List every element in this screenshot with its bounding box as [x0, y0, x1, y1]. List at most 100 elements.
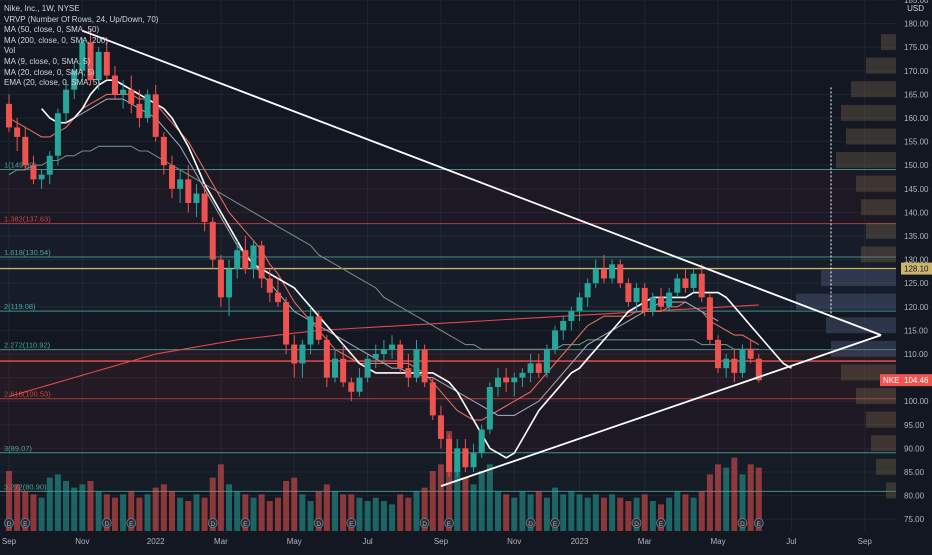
candle-body[interactable] — [486, 387, 493, 430]
dividend-marker[interactable] — [419, 518, 430, 528]
candle-body[interactable] — [152, 94, 159, 137]
dividend-marker[interactable] — [525, 518, 536, 528]
earnings-marker[interactable] — [20, 518, 31, 528]
candle-body[interactable] — [405, 368, 412, 378]
candle-body[interactable] — [79, 42, 86, 71]
candle-body[interactable] — [30, 165, 37, 180]
candle-body[interactable] — [698, 273, 705, 298]
candle-body[interactable] — [111, 75, 118, 95]
candle-body[interactable] — [291, 344, 298, 364]
candle-body[interactable] — [103, 51, 110, 76]
candle-body[interactable] — [389, 344, 396, 350]
candle-body[interactable] — [136, 103, 143, 118]
candle-body[interactable] — [160, 136, 167, 166]
candle-body[interactable] — [641, 287, 648, 312]
candle-body[interactable] — [283, 302, 290, 345]
candle-body[interactable] — [503, 377, 510, 383]
candle-body[interactable] — [535, 363, 542, 373]
candle-body[interactable] — [495, 377, 501, 388]
candle-body[interactable] — [46, 155, 53, 175]
candle-body[interactable] — [128, 89, 135, 104]
candle-body[interactable] — [217, 259, 224, 298]
candle-body[interactable] — [234, 250, 241, 270]
candle-body[interactable] — [715, 339, 722, 369]
candle-body[interactable] — [95, 51, 102, 81]
candle-body[interactable] — [364, 358, 371, 378]
candle-body[interactable] — [356, 377, 363, 392]
candle-body[interactable] — [609, 264, 616, 279]
candle-body[interactable] — [527, 363, 534, 373]
earnings-marker[interactable] — [550, 518, 560, 528]
candle-body[interactable] — [446, 438, 453, 472]
candle-body[interactable] — [543, 349, 550, 373]
candle-body[interactable] — [576, 297, 583, 312]
candle-body[interactable] — [421, 349, 428, 383]
candle-body[interactable] — [250, 245, 257, 270]
dividend-marker[interactable] — [207, 518, 218, 528]
candle-body[interactable] — [242, 250, 249, 270]
candle-body[interactable] — [71, 70, 78, 90]
candle-body[interactable] — [201, 193, 208, 222]
earnings-marker[interactable] — [753, 518, 764, 528]
candle-body[interactable] — [380, 349, 387, 354]
candle-body[interactable] — [226, 269, 233, 298]
candle-body[interactable] — [706, 297, 713, 340]
dividend-marker[interactable] — [4, 518, 14, 528]
candle-body[interactable] — [87, 42, 94, 81]
candle-body[interactable] — [690, 273, 697, 288]
candle-body[interactable] — [22, 136, 29, 166]
candle-body[interactable] — [478, 429, 485, 454]
candle-body[interactable] — [552, 330, 559, 350]
candle-body[interactable] — [372, 354, 379, 359]
candle-body[interactable] — [454, 448, 461, 472]
earnings-marker[interactable] — [240, 518, 251, 528]
candle-body[interactable] — [258, 245, 265, 279]
candle-body[interactable] — [682, 278, 689, 288]
candle-body[interactable] — [120, 89, 127, 95]
earnings-marker[interactable] — [444, 518, 455, 528]
candle-body[interactable] — [54, 113, 61, 156]
candle-body[interactable] — [568, 311, 575, 321]
candle-body[interactable] — [462, 448, 469, 468]
candle-body[interactable] — [511, 377, 518, 383]
dividend-marker[interactable] — [101, 518, 112, 528]
candle-body[interactable] — [315, 316, 322, 340]
candle-body[interactable] — [413, 349, 420, 378]
candle-body[interactable] — [666, 292, 673, 307]
candle-body[interactable] — [185, 179, 192, 203]
earnings-marker[interactable] — [656, 518, 666, 528]
candle-body[interactable] — [584, 283, 591, 298]
candle-body[interactable] — [625, 283, 632, 303]
candle-body[interactable] — [169, 165, 175, 189]
candle-body[interactable] — [470, 453, 477, 468]
trendline-descending[interactable] — [82, 29, 882, 336]
candle-body[interactable] — [755, 358, 762, 381]
candle-body[interactable] — [193, 193, 200, 203]
candle-body[interactable] — [14, 127, 21, 137]
candle-body[interactable] — [177, 179, 184, 189]
candle-body[interactable] — [723, 358, 730, 369]
earnings-marker[interactable] — [346, 518, 357, 528]
candle-body[interactable] — [397, 344, 404, 369]
candle-body[interactable] — [340, 358, 347, 383]
candle-body[interactable] — [299, 344, 306, 364]
candle-body[interactable] — [519, 372, 526, 378]
candle-body[interactable] — [560, 320, 567, 331]
candle-body[interactable] — [144, 94, 151, 118]
dividend-marker[interactable] — [737, 518, 748, 528]
candle-body[interactable] — [348, 382, 355, 392]
candle-body[interactable] — [38, 174, 45, 180]
candle-body[interactable] — [658, 297, 664, 307]
candle-body[interactable] — [323, 339, 330, 378]
dividend-marker[interactable] — [313, 518, 324, 528]
candle-body[interactable] — [633, 287, 640, 303]
candle-body[interactable] — [600, 269, 607, 279]
candle-body[interactable] — [266, 278, 273, 293]
candle-body[interactable] — [649, 297, 656, 312]
candle-body[interactable] — [6, 103, 12, 128]
candle-body[interactable] — [731, 358, 738, 373]
candle-body[interactable] — [307, 316, 314, 345]
dividend-marker[interactable] — [631, 518, 642, 528]
